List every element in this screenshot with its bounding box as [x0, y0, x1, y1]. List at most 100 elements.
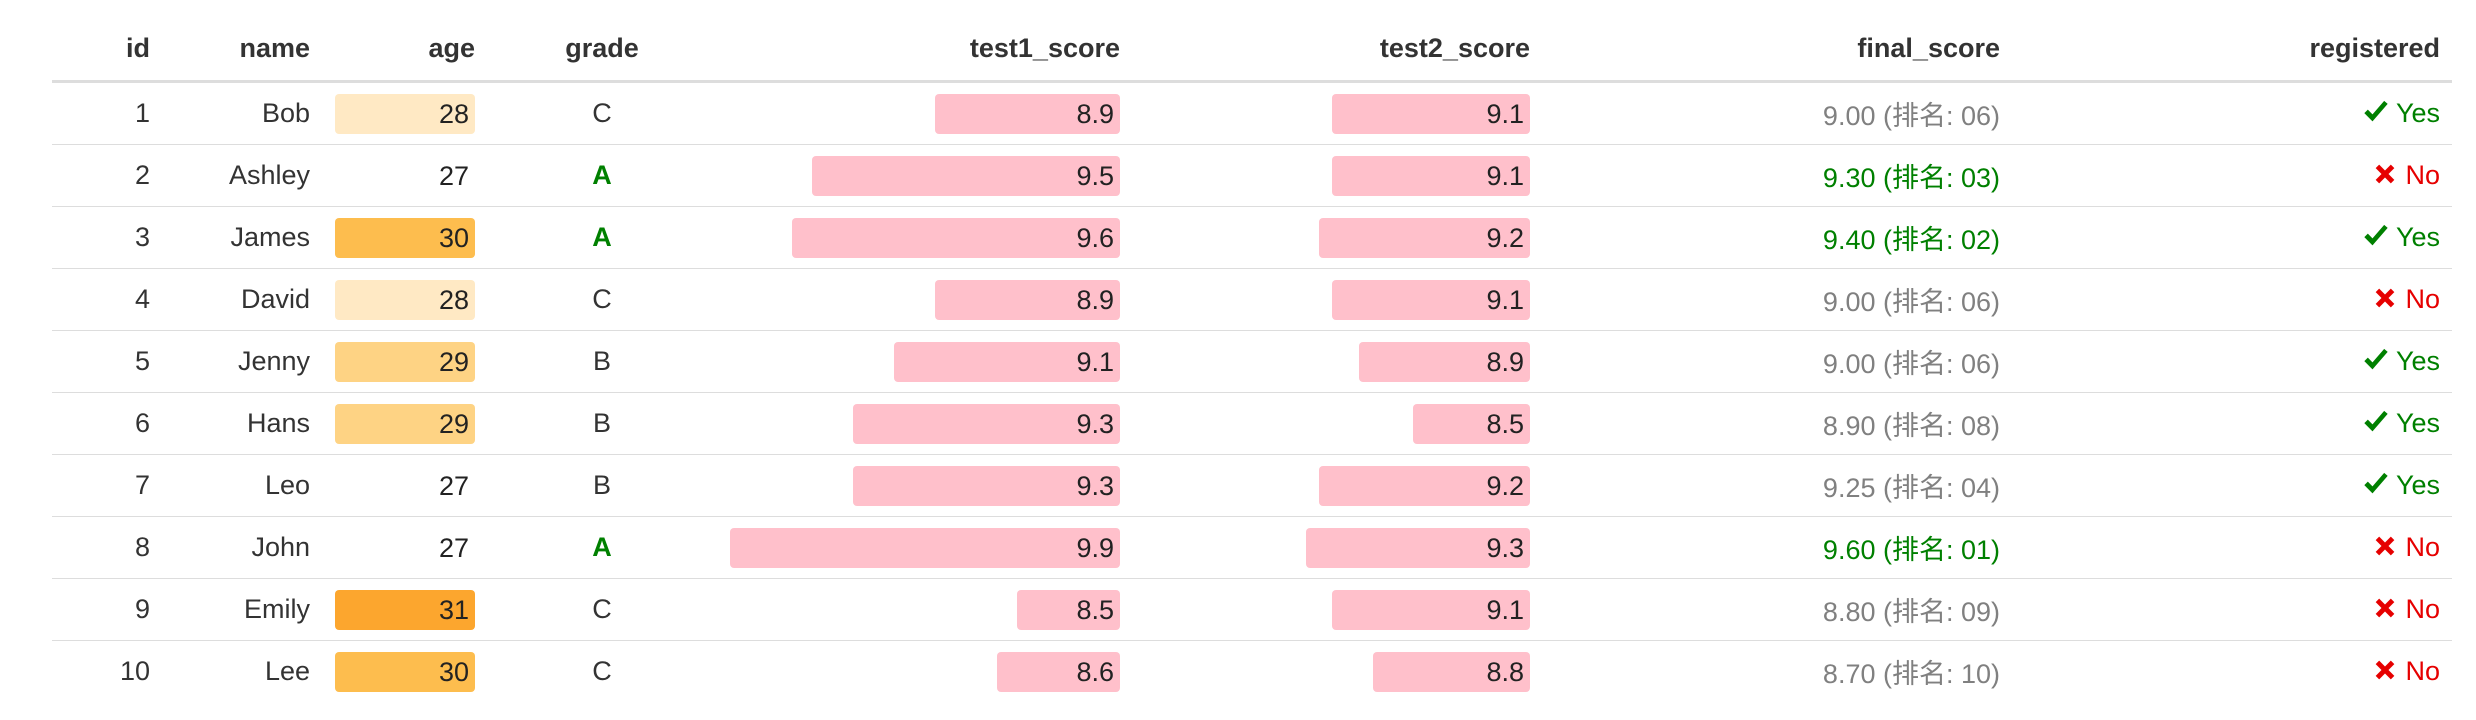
cross-icon	[2376, 164, 2395, 184]
age-value: 27	[438, 532, 469, 563]
age-value: 30	[335, 217, 475, 258]
cell-age: 27	[322, 454, 487, 517]
table-row: 10 Lee 30 C 8.6 8.8 8.70 (排名: 10) No	[52, 641, 2452, 703]
cell-id: 2	[52, 144, 162, 207]
cell-test2-score: 9.1	[1132, 144, 1542, 207]
cell-final-score: 8.90 (排名: 08)	[1542, 392, 2012, 455]
cross-icon	[2376, 536, 2395, 556]
cell-name: Lee	[264, 656, 310, 686]
test2-score-bar: 9.1	[1332, 279, 1530, 320]
check-icon	[2364, 100, 2388, 122]
header-age[interactable]: age	[322, 16, 487, 83]
registered-label: No	[2405, 532, 2440, 562]
cell-test2-score: 8.5	[1132, 392, 1542, 455]
age-value: 29	[335, 341, 475, 382]
cross-icon	[2376, 660, 2395, 680]
test2-score-bar: 9.1	[1332, 589, 1530, 630]
cell-age: 28	[322, 268, 487, 331]
cell-id: 7	[52, 454, 162, 517]
cell-test2-score: 9.1	[1132, 578, 1542, 641]
cell-test1-score: 9.5	[717, 144, 1132, 207]
cell-age: 28	[322, 81, 487, 145]
check-icon	[2364, 224, 2388, 246]
cell-test1-score: 9.3	[717, 392, 1132, 455]
cell-test2-score: 9.1	[1132, 268, 1542, 331]
cell-id: 9	[52, 578, 162, 641]
test1-score-bar: 8.5	[1017, 589, 1120, 630]
table-row: 6 Hans 29 B 9.3 8.5 8.90 (排名: 08) Yes	[52, 392, 2452, 455]
check-icon	[2364, 472, 2388, 494]
cell-age: 31	[322, 578, 487, 641]
cell-id: 8	[52, 516, 162, 579]
cell-test2-score: 9.2	[1132, 454, 1542, 517]
cell-name: Emily	[162, 578, 322, 641]
test1-score-bar: 9.9	[730, 527, 1120, 568]
cell-registered: Yes	[2012, 330, 2452, 393]
cell-test1-score: 9.9	[717, 516, 1132, 579]
cell-test2-score: 8.8	[1132, 641, 1542, 703]
cell-age: 27	[322, 516, 487, 579]
header-test1-score[interactable]: test1_score	[717, 16, 1132, 83]
test1-score-bar: 9.3	[853, 465, 1120, 506]
cell-registered: No	[2012, 641, 2452, 703]
table-row: 9 Emily 31 C 8.5 9.1 8.80 (排名: 09) No	[52, 578, 2452, 641]
cell-id: 4	[52, 268, 162, 331]
cell-name: Leo	[162, 454, 322, 517]
cell-registered: Yes	[2012, 206, 2452, 269]
test2-score-bar: 8.5	[1413, 403, 1530, 444]
cell-name: Jenny	[162, 330, 322, 393]
cell-grade: A	[487, 206, 717, 269]
registered-label: Yes	[2395, 408, 2440, 438]
cell-grade: C	[487, 578, 717, 641]
registered-label: Yes	[2395, 346, 2440, 376]
cell-age: 29	[322, 330, 487, 393]
scores-table: id name age grade test1_score test2_scor…	[52, 16, 2452, 702]
header-row: id name age grade test1_score test2_scor…	[52, 16, 2452, 83]
cell-grade: B	[487, 392, 717, 455]
cell-final-score: 9.30 (排名: 03)	[1542, 144, 2012, 207]
age-value: 29	[335, 403, 475, 444]
header-test2-score[interactable]: test2_score	[1132, 16, 1542, 83]
cell-registered: No	[2012, 144, 2452, 207]
registered-label: No	[2405, 594, 2440, 624]
cell-final-score: 9.40 (排名: 02)	[1542, 206, 2012, 269]
cell-test1-score: 9.3	[717, 454, 1132, 517]
cross-icon	[2376, 598, 2395, 618]
header-final-score[interactable]: final_score	[1542, 16, 2012, 83]
header-registered[interactable]: registered	[2012, 16, 2452, 83]
registered-label: Yes	[2395, 222, 2440, 252]
header-grade[interactable]: grade	[487, 16, 717, 83]
cell-id: 3	[52, 206, 162, 269]
cell-registered: Yes	[2012, 81, 2452, 145]
cell-test1-score: 8.6	[717, 641, 1132, 703]
header-id[interactable]: id	[52, 16, 162, 83]
cell-registered: No	[2012, 578, 2452, 641]
cross-icon	[2376, 288, 2395, 308]
age-value: 27	[438, 470, 469, 501]
header-name[interactable]: name	[162, 16, 322, 83]
cell-final-score: 8.80 (排名: 09)	[1542, 578, 2012, 641]
check-icon	[2364, 348, 2388, 370]
test1-score-bar: 9.3	[853, 403, 1120, 444]
cell-age: 30	[322, 641, 487, 703]
test2-score-bar: 8.9	[1359, 341, 1530, 382]
registered-label: Yes	[2395, 98, 2440, 128]
test1-score-bar: 8.6	[997, 651, 1120, 692]
cell-test1-score: 8.9	[717, 268, 1132, 331]
test2-score-bar: 9.3	[1306, 527, 1530, 568]
cell-grade: C	[487, 81, 717, 145]
cell-grade: C	[592, 656, 612, 686]
cell-registered: No	[2012, 516, 2452, 579]
age-value: 28	[335, 279, 475, 320]
cell-registered: Yes	[2012, 454, 2452, 517]
test1-score-bar: 9.5	[812, 155, 1120, 196]
test2-score-bar: 9.1	[1332, 155, 1530, 196]
test2-score-bar: 8.8	[1373, 651, 1530, 692]
test1-score-bar: 9.1	[894, 341, 1120, 382]
test2-score-bar: 9.1	[1332, 93, 1530, 134]
cell-name: David	[162, 268, 322, 331]
cell-grade: B	[487, 454, 717, 517]
test2-score-bar: 9.2	[1319, 465, 1530, 506]
age-value: 28	[335, 93, 475, 134]
registered-label: No	[2405, 160, 2440, 190]
